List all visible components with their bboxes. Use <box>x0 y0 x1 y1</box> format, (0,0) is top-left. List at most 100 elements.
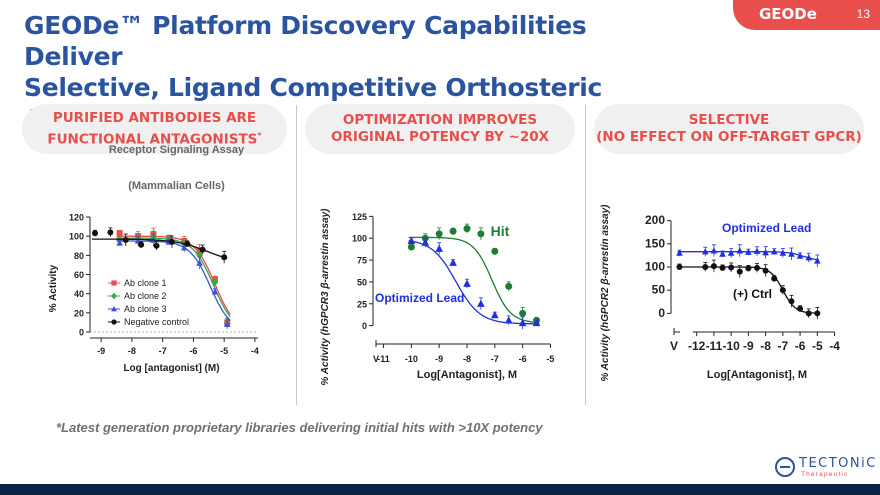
chart-3-point <box>676 264 683 270</box>
chart-2-label-hit: Hit <box>491 223 510 239</box>
panel-divider-1 <box>296 105 297 405</box>
chart-3-point <box>745 248 752 255</box>
chart-3-point <box>702 264 709 270</box>
chart-2-y-tick-label: 100 <box>352 234 367 244</box>
panel-3-heading-line-2: (NO EFFECT ON OFF-TARGET GPCR) <box>596 129 862 145</box>
chart-3-point <box>710 247 718 254</box>
chart-1-x-tick-label: -9 <box>97 346 105 356</box>
chart-2-series-1 <box>407 223 541 324</box>
chart-1-point <box>107 229 114 236</box>
panel-2-heading-line-2: ORIGINAL POTENCY BY ~20X <box>330 129 550 145</box>
chart-3-series-1 <box>676 244 821 267</box>
logo-subtitle: Therapeutic <box>801 471 849 478</box>
chart-2-point <box>435 230 443 238</box>
chart-1-y-tick-label: 40 <box>74 289 84 299</box>
chart-2-point <box>490 310 499 319</box>
chart-3-x-tick-label: -6 <box>795 339 806 353</box>
chart-1-y-axis-title: % Activity <box>48 264 59 312</box>
chart-2-series-2 <box>407 236 541 330</box>
chart-3-y-tick-label: 50 <box>652 283 666 297</box>
chart-3-point <box>754 264 760 271</box>
chart-1-title: Receptor Signaling Assay <box>109 144 245 156</box>
chart-1-point <box>92 230 98 237</box>
chart-3-point <box>736 247 744 254</box>
chart-2-y-tick-label: 50 <box>357 277 367 287</box>
chart-1-point <box>199 246 206 253</box>
chart-3-x-tick-label: -10 <box>722 339 740 353</box>
chart-1-x-tick-label: -4 <box>251 346 259 356</box>
chart-2-x-tick-label: V <box>373 354 379 364</box>
chart-3-point <box>728 264 735 271</box>
chart-3-point <box>779 287 786 294</box>
chart-2-y-tick-label: 75 <box>357 256 367 266</box>
chart-3-x-tick-label: -9 <box>743 339 754 353</box>
chart-3-x-tick-label: -4 <box>829 339 840 353</box>
chart-3-x-tick-label: -5 <box>812 339 823 353</box>
footnote: *Latest generation proprietary libraries… <box>56 420 543 435</box>
chart-2-point <box>519 309 527 317</box>
chart-2-x-axis-title: Log[Antagonist], M <box>417 369 517 381</box>
chart-2-fit-curve <box>408 240 540 325</box>
chart-3-point <box>796 252 804 259</box>
chart-3-x-tick-label: -8 <box>760 339 771 353</box>
chart-3-point <box>814 257 821 264</box>
chart-3-point <box>805 310 812 317</box>
chart-3-point <box>719 264 726 271</box>
chart-2-point <box>477 230 485 238</box>
logo-name: TECTONiC <box>799 456 877 471</box>
chart-2-fit-curve <box>408 236 540 324</box>
chart-1-point <box>211 278 219 287</box>
chart-2-point <box>407 243 415 251</box>
chart-2-point <box>449 258 457 266</box>
chart-1-series-4 <box>91 227 228 264</box>
chart-3-point <box>762 267 769 274</box>
chart-1-point <box>153 242 160 249</box>
brand-badge: GEODe 13 <box>733 0 880 30</box>
chart-2-x-tick-label: -11 <box>377 354 390 364</box>
chart-2-point <box>505 282 513 290</box>
chart-3-x-tick-label: -7 <box>778 339 789 353</box>
chart-3-point <box>676 249 683 256</box>
chart-1-subtitle: (Mammalian Cells) <box>128 180 225 192</box>
chart-3-label-ctrl: (+) Ctrl <box>733 287 772 301</box>
chart-1-legend-label: Ab clone 1 <box>124 278 167 288</box>
chart-1-legend-marker <box>111 319 117 325</box>
chart-1-point <box>221 254 228 261</box>
panel-divider-2 <box>585 105 586 405</box>
chart-1-y-tick-label: 60 <box>74 270 84 280</box>
chart-1-point <box>211 288 219 295</box>
chart-3-x-tick-label: -11 <box>706 339 723 353</box>
chart-1-point <box>116 239 123 246</box>
chart-1-fit-curve <box>116 235 231 315</box>
chart-2-point <box>477 299 485 307</box>
chart-2-point <box>463 225 471 233</box>
chart-1-y-tick-label: 80 <box>74 251 84 261</box>
chart-1-legend-label: Ab clone 2 <box>124 291 167 301</box>
chart-3-y-tick-label: 0 <box>658 306 665 320</box>
chart-3-point <box>797 305 804 312</box>
panel-1-heading-line-2: FUNCTIONAL ANTAGONISTS <box>47 131 258 148</box>
chart-2-x-tick-label: -5 <box>546 354 554 364</box>
chart-1-legend-label: Negative control <box>124 317 189 327</box>
chart-2-x-tick-label: -7 <box>491 354 499 364</box>
chart-3-x-tick-label: V <box>670 339 678 353</box>
chart-3-point <box>753 247 761 254</box>
chart-3-y-tick-label: 200 <box>645 213 665 227</box>
chart-3-y-tick-label: 150 <box>645 236 665 250</box>
chart-1-point <box>138 241 145 248</box>
chart-1-legend-marker <box>111 305 117 312</box>
chart-2-x-tick-label: -6 <box>519 354 527 364</box>
chart-3-point <box>727 249 735 256</box>
chart-3-point <box>701 248 709 255</box>
chart-2-point <box>421 238 430 246</box>
chart-2-x-tick-label: -8 <box>463 354 471 364</box>
chart-2-label-optimized-lead: Optimized Lead <box>375 291 464 305</box>
chart-1-y-tick-label: 100 <box>69 232 84 242</box>
chart-3-label-optimized-lead: Optimized Lead <box>722 221 811 235</box>
chart-1-point <box>116 230 123 237</box>
chart-1-point <box>184 240 191 247</box>
chart-3-point <box>788 250 795 257</box>
panel-3-heading-line-1: SELECTIVE <box>688 112 770 128</box>
chart-3-point <box>805 254 813 261</box>
